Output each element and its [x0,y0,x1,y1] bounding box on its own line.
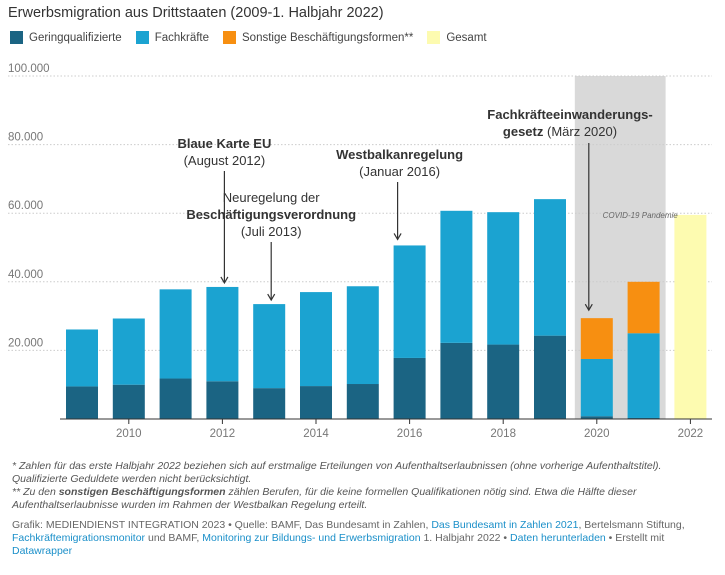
legend-swatch [427,31,441,44]
footnote-2: ** Zu den sonstigen Beschäftigungsformen… [12,486,714,512]
bar-fachkraefte-2017 [440,210,473,343]
bar-geringqualifizierte-2015 [346,384,379,419]
annotation-neuregelung-line1: Neuregelung der [223,190,321,205]
annotation-blaue-karte-title: Blaue Karte EU [177,136,271,151]
annotation-neuregelung-arrow-head [267,293,276,302]
annotation-blaue-karte-date: (August 2012) [184,153,266,168]
bar-fachkraefte-2009 [66,329,98,387]
footnote-1: * Zahlen für das erste Halbjahr 2022 bez… [12,460,662,485]
y-tick-label: 100.000 [8,63,50,75]
bar-fachkraefte-2012 [206,286,239,382]
bar-fachkraefte-2021 [627,333,660,418]
source-text: Grafik: MEDIENDIENST INTEGRATION 2023 • … [12,519,432,531]
bar-fachkraefte-2019 [534,199,566,336]
source-link-bamf-zahlen[interactable]: Das Bundesamt in Zahlen 2021 [431,519,579,531]
annotation-fkeg-title: Fachkräfteeinwanderungs- [487,107,652,122]
legend-label: Sonstige Beschäftigungsformen** [242,31,414,44]
chart-title: Erwerbsmigration aus Drittstaaten (2009-… [8,5,384,21]
annotation-westbalkan-title: Westbalkanregelung [336,147,463,162]
annotation-westbalkan-arrow-head [393,233,402,241]
footnotes: * Zahlen für das erste Halbjahr 2022 bez… [12,460,714,512]
annotation-fkeg-line2: gesetz (März 2020) [503,124,617,139]
y-tick-label: 60.000 [8,200,43,212]
source-text: 1. Halbjahr 2022 • [420,532,511,544]
bar-fachkraefte-2020 [580,358,613,417]
source-link-monitoring[interactable]: Monitoring zur Bildungs- und Erwerbsmigr… [202,532,421,544]
bar-fachkraefte-2016 [393,245,426,358]
bar-geringqualifizierte-2009 [66,386,98,419]
bar-chart: 100.000 80.000 60.000 40.000 20.000 2010 2012 2… [8,63,712,440]
datawrapper-link[interactable]: Datawrapper [12,545,73,557]
bar-geringqualifizierte-2012 [206,381,239,419]
annotation-blaue-karte-arrow-head [220,276,229,285]
bar-fachkraefte-2010 [112,318,145,385]
footnote-2-prefix: ** Zu den [12,486,59,498]
bar-geringqualifizierte-2019 [534,335,566,419]
bar-sonstige-2020 [580,318,613,359]
bar-fachkraefte-2014 [300,292,332,387]
bar-geringqualifizierte-2016 [393,357,426,419]
bar-geringqualifizierte-2018 [487,344,520,419]
legend-item-geringqualifizierte: Geringqualifizierte [10,31,122,44]
legend-label: Gesamt [446,31,487,44]
bar-fachkraefte-2018 [487,212,520,345]
x-tick-label: 2022 [678,428,704,440]
x-tick-label: 2020 [584,428,610,440]
legend-label: Fachkräfte [154,31,210,44]
source-line: Grafik: MEDIENDIENST INTEGRATION 2023 • … [12,519,714,558]
legend-label: Geringqualifizierte [29,31,122,44]
annotation-neuregelung-line2: Beschäftigungsverordnung [186,207,356,222]
x-tick-label: 2016 [397,428,423,440]
annotation-fkeg-bold: gesetz [503,124,544,139]
legend-swatch [223,31,237,44]
source-text: und BAMF, [145,532,203,544]
y-tick-label: 20.000 [8,337,43,349]
legend-item-sonstige: Sonstige Beschäftigungsformen** [223,31,413,44]
source-text: • Erstellt mit [605,532,665,544]
annotation-fkeg-arrow-head [584,303,593,312]
bar-geringqualifizierte-2010 [112,384,145,419]
bar-fachkraefte-2011 [159,289,192,379]
x-tick-label: 2010 [116,428,142,440]
annotation-fkeg-date: (März 2020) [543,124,617,139]
bar-sonstige-2021 [627,281,660,334]
bar-geringqualifizierte-2013 [253,388,286,419]
annotation-neuregelung-date: (Juli 2013) [241,224,302,239]
bar-fachkraefte-2015 [346,286,379,385]
footnote-2-suffix: zählen Berufen, für die keine formellen … [12,486,637,511]
source-link-fachkraeftemigrationsmonitor[interactable]: Fachkräftemigrationsmonitor [12,532,146,544]
download-data-link[interactable]: Daten herunterladen [510,532,606,544]
bar-fachkraefte-2013 [253,304,286,389]
annotation-westbalkan-date: (Januar 2016) [359,164,440,179]
y-tick-label: 40.000 [8,269,43,281]
footnote-2-bold: sonstigen Beschäftigungsformen [58,486,226,498]
bar-geringqualifizierte-2017 [440,342,473,419]
source-text: , Bertelsmann Stiftung, [578,519,685,531]
x-tick-label: 2014 [303,428,329,440]
legend-item-fachkraefte: Fachkräfte [135,31,210,44]
bar-geringqualifizierte-2011 [159,378,192,419]
legend-swatch [10,31,23,44]
legend-item-gesamt: Gesamt [427,31,487,44]
y-tick-label: 80.000 [8,132,43,144]
bar-geringqualifizierte-2021 [627,417,660,419]
bar-geringqualifizierte-2020 [580,416,613,419]
covid-label: COVID-19 Pandemie [603,211,679,220]
legend-swatch [135,31,149,44]
legend: Geringqualifizierte Fachkräfte Sonstige … [10,31,501,44]
bar-geringqualifizierte-2014 [300,386,332,419]
x-tick-label: 2012 [210,428,236,440]
x-tick-label: 2018 [490,428,516,440]
bar-gesamt-2022 [674,214,707,419]
